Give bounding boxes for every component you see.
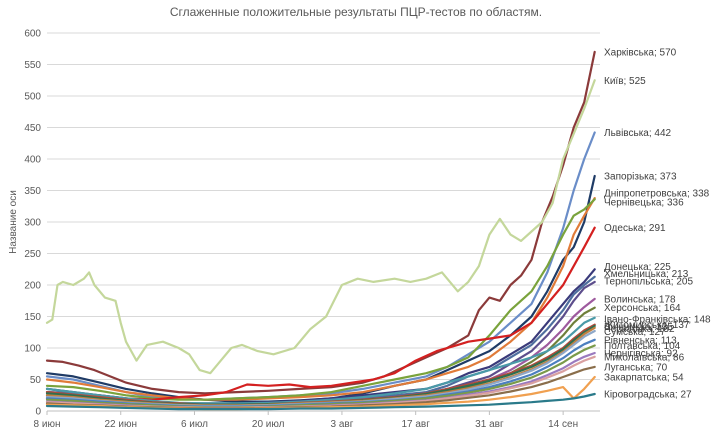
series-line (45, 197, 596, 401)
series-end-label: Запорізька; 373 (604, 172, 677, 183)
series-end-label: Дніпропетровська; 338 (604, 189, 710, 200)
y-tick-label: 400 (24, 155, 41, 166)
series-end-label: Чернігівська; 92 (604, 349, 678, 360)
y-tick-label: 450 (24, 123, 41, 134)
y-tick-label: 150 (24, 312, 41, 323)
series-line (45, 50, 596, 395)
series-line (45, 198, 596, 401)
series-end-labels: Харківська; 570 Київ; 525 Львівська; 442 За… (604, 47, 711, 400)
y-tick-label: 100 (24, 344, 41, 355)
y-tick-label: 200 (24, 281, 41, 292)
series-end-label: Волинська; 178 (604, 294, 676, 305)
x-tick-label: 20 июл (252, 419, 285, 430)
series-end-label: Вінницька; 135 (604, 322, 673, 333)
series-end-label: Закарпатська; 54 (604, 372, 684, 383)
x-tick-label: 31 авг (475, 419, 504, 430)
series-end-label: Рівненська; 113 (604, 335, 677, 346)
series-line (45, 316, 596, 405)
series-end-label: Київ; 525 (604, 76, 646, 87)
series-end-label: Херсонська; 164 (604, 303, 681, 314)
x-tick-label: 17 авг (401, 419, 430, 430)
gridlines (47, 32, 600, 412)
series-end-label: Чернівецька; 336 (604, 197, 684, 208)
y-tick-labels: 0 50 100 150 200 250 300 350 400 450 500 550 600 (24, 29, 41, 418)
x-tick-label: 14 сен (548, 419, 578, 430)
series-end-label: Кіровоградська; 27 (604, 389, 692, 400)
y-tick-label: 500 (24, 92, 41, 103)
series-end-label: Харківська; 570 (604, 47, 677, 58)
series-end-label: Хмельницька; 213 (604, 269, 689, 280)
series-end-label: Черкаська; 132 (604, 324, 675, 335)
x-tick-label: 3 авг (330, 419, 353, 430)
series-end-label: Полтавська; 104 (604, 341, 681, 352)
series-end-label: Донецька; 225 (604, 262, 671, 273)
y-tick-label: 300 (24, 218, 41, 229)
series-end-label: Івано-Франківська; 148 (604, 315, 711, 326)
y-tick-label: 350 (24, 186, 41, 197)
y-tick-label: 0 (35, 407, 41, 418)
series-end-label: Тернопільська; 205 (604, 277, 693, 288)
series-lines (45, 50, 596, 411)
series-end-label: Одеська; 291 (604, 223, 666, 234)
series-line (45, 344, 596, 409)
x-tick-label: 22 июн (104, 419, 137, 430)
series-line (45, 79, 596, 375)
series-end-label: Луганська; 70 (604, 362, 668, 373)
x-tick-label: 6 июл (181, 419, 208, 430)
chart-title: Сглаженные положительные результаты ПЦР-… (170, 5, 542, 19)
series-line (45, 226, 596, 401)
series-line (45, 131, 596, 401)
y-tick-label: 550 (24, 60, 41, 71)
series-line (45, 392, 596, 411)
x-tick-labels: 8 июн 22 июн 6 июл 20 июл 3 авг 17 авг 31 авг 1… (34, 411, 578, 430)
series-end-label: Миколаївська; 86 (604, 352, 685, 363)
y-axis-label: Название оси (8, 190, 19, 254)
y-tick-label: 250 (24, 249, 41, 260)
x-tick-label: 8 июн (34, 419, 61, 430)
y-tick-label: 50 (30, 375, 42, 386)
series-end-label: Сумська; 127 (604, 327, 666, 338)
series-end-label: Житомирська; 137 (604, 320, 690, 331)
y-tick-label: 600 (24, 29, 41, 40)
series-end-label: Львівська; 442 (604, 128, 672, 139)
